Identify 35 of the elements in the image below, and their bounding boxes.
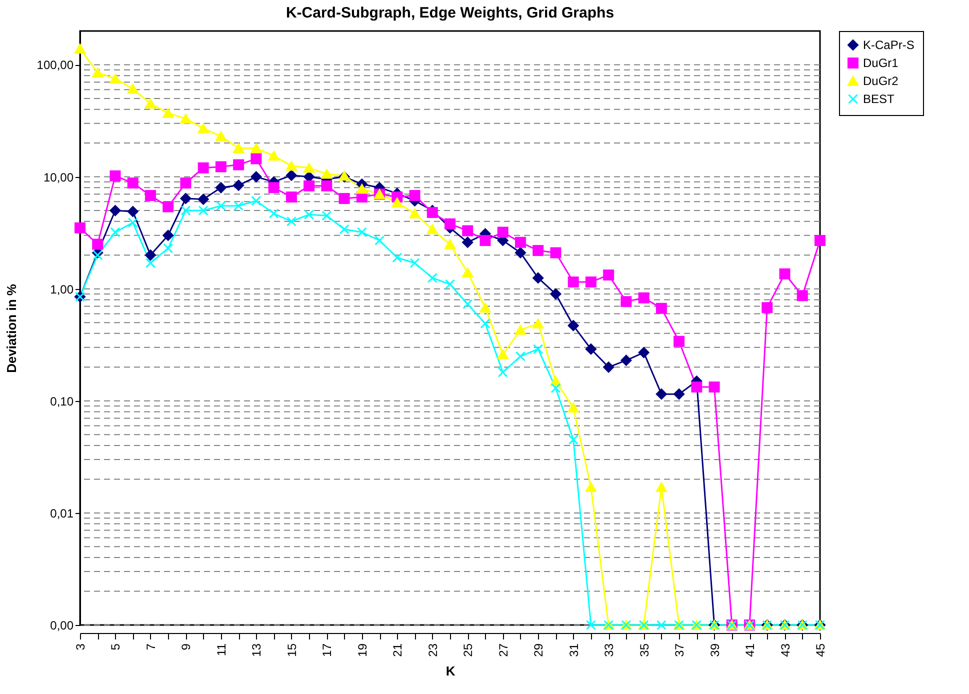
x-tick-label: 41: [743, 643, 758, 657]
x-tick-label: 33: [602, 643, 616, 657]
x-tick-label: 25: [461, 643, 476, 657]
x-tick-label: 3: [74, 643, 88, 650]
y-axis-title: Deviation in %: [4, 284, 19, 373]
x-tick-label: 15: [284, 643, 299, 657]
x-tick-label: 27: [496, 643, 510, 657]
x-tick-label: 11: [214, 643, 228, 656]
x-tick-label: 21: [390, 643, 405, 657]
legend-label: K-CaPr-S: [863, 38, 914, 52]
x-tick-label: 37: [672, 643, 687, 657]
x-tick-label: 13: [250, 643, 264, 657]
x-tick-label: 17: [320, 643, 334, 657]
x-tick-label: 19: [355, 643, 370, 657]
x-tick-label: 35: [637, 643, 652, 657]
y-tick-label: 100,00: [36, 58, 74, 72]
x-tick-label: 7: [144, 643, 158, 650]
x-tick-label: 43: [778, 643, 792, 657]
y-tick-label: 0,01: [50, 506, 74, 520]
x-tick-label: 23: [426, 643, 440, 657]
x-tick-label: 31: [566, 643, 581, 657]
legend-label: BEST: [863, 92, 896, 106]
x-tick-label: 45: [814, 643, 828, 657]
x-axis-title: K: [446, 664, 456, 678]
x-tick-label: 9: [179, 643, 194, 650]
x-tick-label: 29: [532, 643, 546, 657]
y-tick-label: 1,00: [50, 282, 74, 296]
legend-label: DuGr2: [863, 74, 899, 88]
y-tick-label: 10,00: [43, 170, 74, 184]
x-tick-label: 39: [708, 643, 722, 657]
chart-title: K-Card-Subgraph, Edge Weights, Grid Graphs: [286, 4, 614, 22]
y-tick-label: 0,10: [50, 394, 74, 408]
y-tick-label: 0,00: [50, 618, 74, 632]
x-tick-label: 5: [108, 643, 123, 650]
legend-label: DuGr1: [863, 56, 899, 70]
